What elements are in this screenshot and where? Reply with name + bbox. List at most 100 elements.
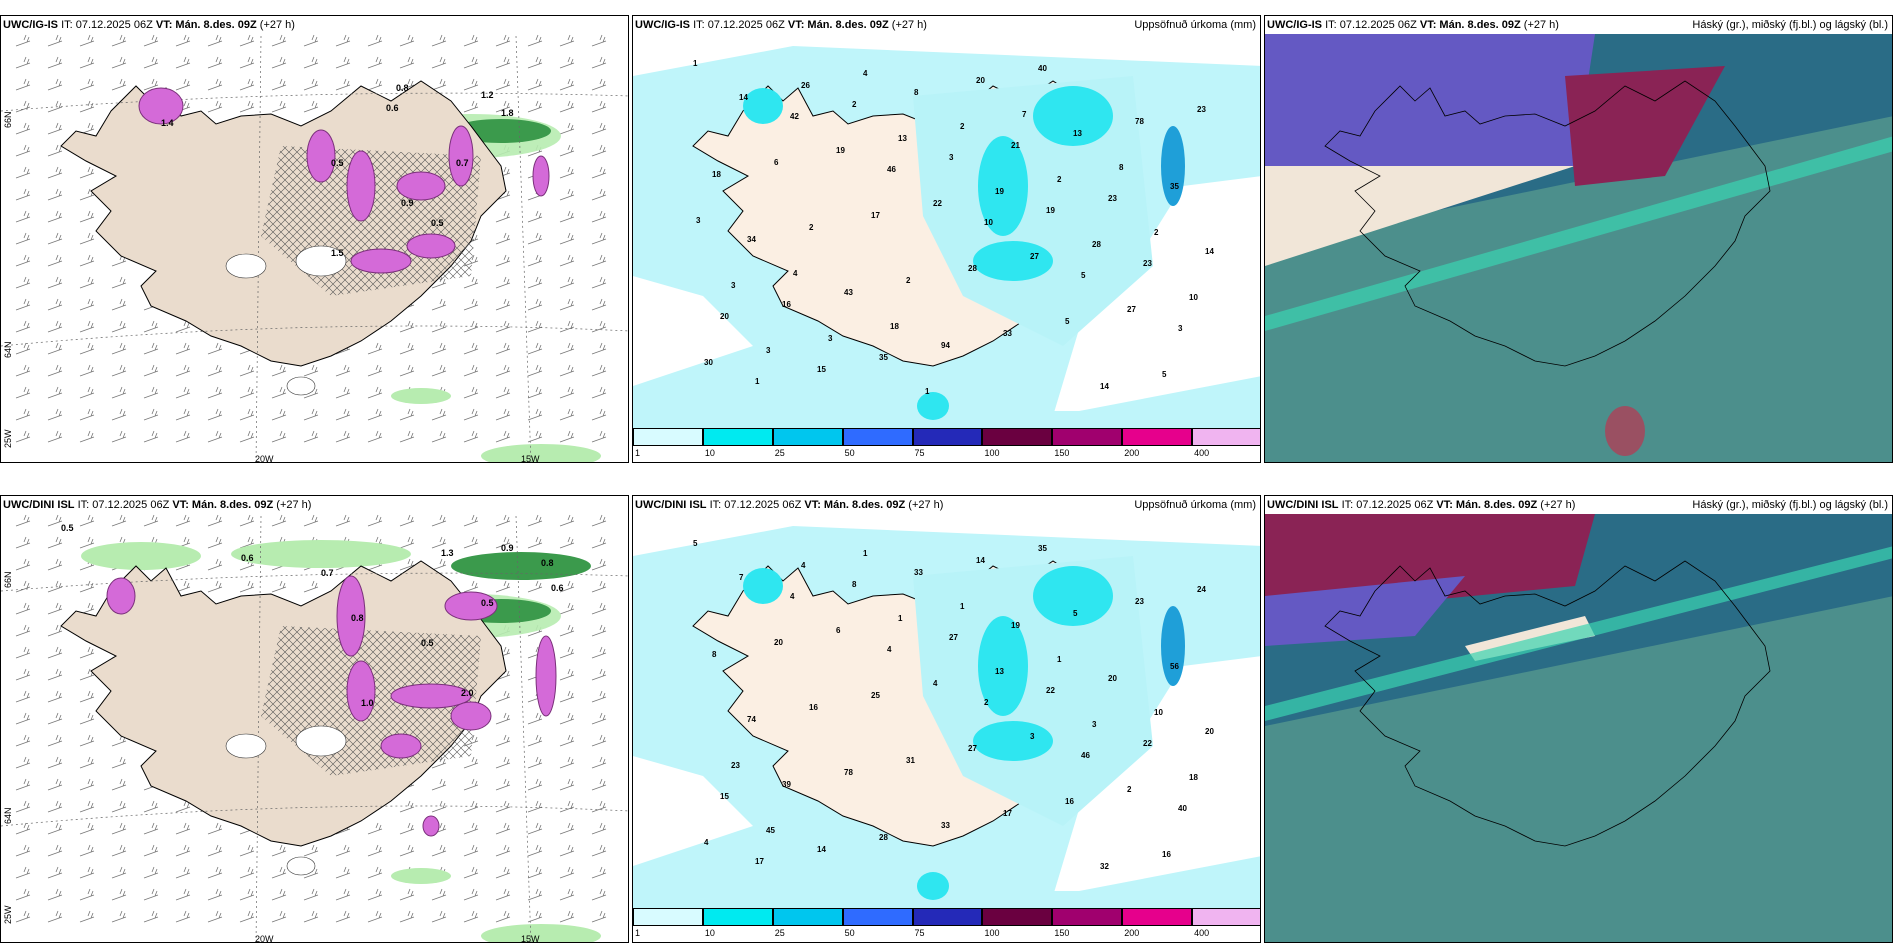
panel-title: Uppsöfnuð úrkoma (mm) — [1134, 19, 1256, 31]
lat-label-64: 64N — [3, 341, 13, 358]
wind-barb — [143, 866, 159, 879]
colorbar-tick: 75 — [914, 928, 925, 938]
wind-barb — [463, 100, 479, 113]
heavy-rain-area — [451, 552, 591, 580]
wind-barb — [495, 320, 511, 333]
graticule — [1, 515, 628, 942]
wind-barb — [47, 386, 63, 399]
contour-label: 2.0 — [461, 688, 474, 698]
wind-barb — [495, 580, 511, 593]
colorbar-tick: 25 — [774, 928, 785, 938]
wind-barb — [559, 536, 575, 549]
wind-barb — [303, 56, 319, 69]
panel-header: UWC/IG-IS IT: 07.12.2025 06Z VT: Mán. 8.… — [633, 16, 1260, 34]
wind-barb — [175, 800, 191, 813]
wind-barb — [207, 514, 223, 527]
wind-barb — [47, 888, 63, 901]
contour-label: 0.9 — [401, 198, 414, 208]
precip-value: 3 — [696, 216, 701, 225]
wind-barb — [495, 514, 511, 527]
wind-barb — [175, 364, 191, 377]
precip-value: 10 — [984, 218, 993, 227]
wind-barb — [431, 408, 447, 421]
wind-barb — [47, 100, 63, 113]
wind-barb — [431, 78, 447, 91]
colorbar-tick: 1 — [635, 928, 641, 938]
precip-blob — [390, 683, 472, 709]
precip-blob — [350, 248, 412, 274]
wind-barb — [527, 408, 543, 421]
wind-barb — [431, 34, 447, 47]
precip-value: 20 — [1108, 674, 1117, 683]
colorbar-swatch — [1052, 428, 1123, 446]
wind-barb — [559, 844, 575, 857]
wind-barb — [239, 56, 255, 69]
wind-barb — [559, 408, 575, 421]
wind-barb — [303, 408, 319, 421]
wind-barb — [175, 320, 191, 333]
wind-barb — [527, 210, 543, 223]
precip-value: 28 — [879, 833, 888, 842]
wind-barb — [463, 800, 479, 813]
wind-barb — [399, 558, 415, 571]
wind-barb — [175, 78, 191, 91]
precip-value: 4 — [790, 592, 795, 601]
wind-barb — [79, 778, 95, 791]
wind-barb — [47, 668, 63, 681]
wind-barb — [495, 364, 511, 377]
wind-barb — [367, 364, 383, 377]
wind-barb — [15, 690, 31, 703]
precip-blob — [138, 87, 184, 125]
wind-barb — [591, 408, 607, 421]
wind-barb — [271, 408, 287, 421]
vt-label: VT: — [787, 19, 805, 31]
graticule-line — [1, 92, 628, 112]
wind-barb — [15, 756, 31, 769]
contour-label: 0.9 — [501, 543, 514, 553]
wind-barb — [335, 866, 351, 879]
precip-value: 20 — [1205, 727, 1214, 736]
precip-value: 4 — [793, 269, 798, 278]
contour-label: 0.5 — [421, 638, 434, 648]
precip-value: 23 — [731, 761, 740, 770]
wind-barb — [495, 690, 511, 703]
lead-time: (+27 h) — [891, 19, 927, 31]
precip-value: 2 — [906, 276, 911, 285]
precip-value: 19 — [1046, 206, 1055, 215]
wind-barb — [591, 646, 607, 659]
wind-barb — [175, 822, 191, 835]
precip-value: 13 — [995, 667, 1004, 676]
wind-barb — [463, 580, 479, 593]
precip-value: 4 — [887, 645, 892, 654]
wind-barb — [239, 364, 255, 377]
contour-label: 0.6 — [241, 553, 254, 563]
contour-label: 0.5 — [61, 523, 74, 533]
wind-barb — [15, 712, 31, 725]
wind-barb — [111, 320, 127, 333]
wind-barb — [47, 580, 63, 593]
wind-barb — [527, 580, 543, 593]
model-name: UWC/IG-IS — [1267, 19, 1322, 31]
wind-barb — [495, 408, 511, 421]
wind-barb — [271, 78, 287, 91]
precip-value: 46 — [887, 165, 896, 174]
wind-barb — [591, 668, 607, 681]
wind-barb — [79, 34, 95, 47]
precip-value: 15 — [720, 792, 729, 801]
wind-barb — [591, 778, 607, 791]
lead-time: (+27 h) — [1523, 19, 1559, 31]
wind-barb — [591, 342, 607, 355]
init-time: IT: 07.12.2025 06Z — [693, 19, 785, 31]
wind-barb — [271, 888, 287, 901]
precip-svg: 1424610531231923201582123141635201335344… — [633, 46, 1260, 431]
precip-blob — [380, 733, 422, 759]
wind-barb — [303, 430, 319, 443]
wind-barb — [47, 166, 63, 179]
precip-svg: 5442464017827222215143319202039281455674… — [633, 526, 1260, 911]
wind-barb — [111, 276, 127, 289]
colorbar-swatch — [912, 428, 983, 446]
precip-area-mid — [917, 392, 949, 420]
contour-label: 1.4 — [161, 118, 174, 128]
precip-value: 35 — [1170, 182, 1179, 191]
wind-barb — [495, 822, 511, 835]
